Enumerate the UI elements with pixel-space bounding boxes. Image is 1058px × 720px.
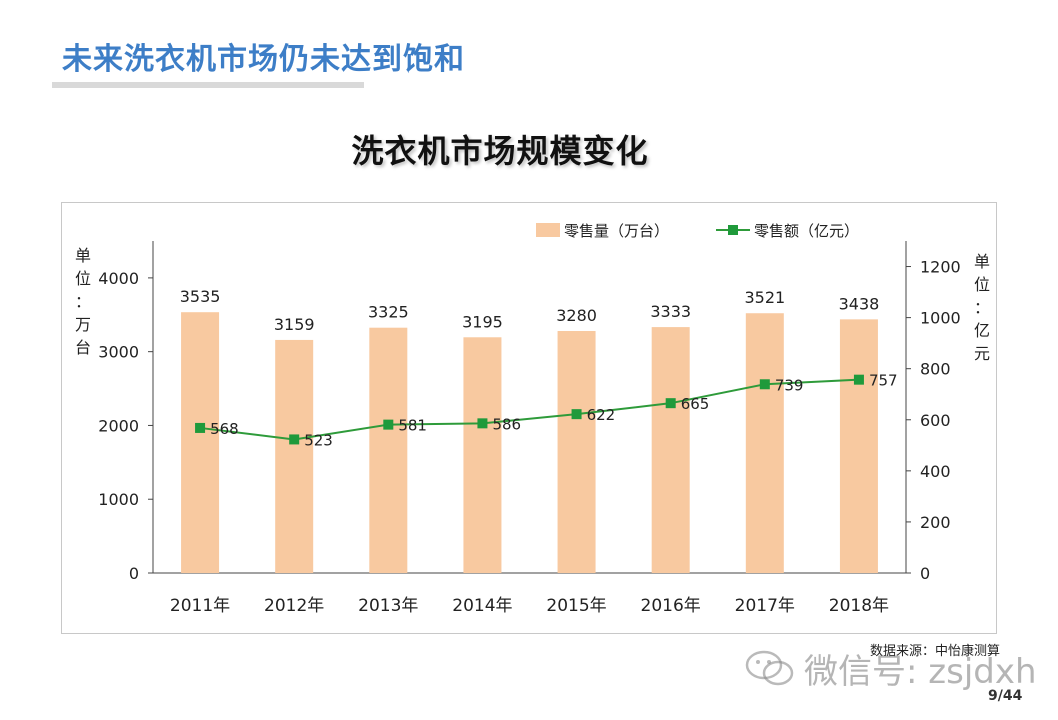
line-point-marker (759, 379, 770, 390)
bar-value-label: 3195 (462, 312, 503, 331)
legend-line-marker (728, 225, 738, 235)
line-point-marker (477, 418, 488, 429)
bar (181, 312, 220, 573)
left-axis-label-char: ： (75, 292, 91, 311)
x-tick-label: 2016年 (641, 596, 701, 616)
line-value-label: 665 (681, 395, 710, 413)
bar (745, 313, 784, 573)
watermark: 微信号: zsjdxh (744, 646, 1037, 692)
left-tick-label: 2000 (98, 416, 139, 435)
data-source-note: 数据来源：中怡康测算 (870, 644, 1001, 659)
right-tick-label: 800 (920, 360, 951, 379)
bar (369, 327, 408, 573)
x-tick-label: 2013年 (358, 596, 418, 616)
bar (275, 339, 314, 573)
right-tick-label: 600 (920, 411, 951, 430)
right-axis-label-char: 单 (974, 252, 990, 271)
left-axis-label-char: 万 (75, 315, 91, 334)
bar-value-label: 3159 (274, 315, 315, 334)
x-tick-label: 2015年 (546, 596, 606, 616)
page-number: 9/44 (988, 688, 1023, 704)
line-value-label: 581 (398, 417, 427, 435)
line-point-marker (571, 409, 582, 420)
title-underline (52, 82, 364, 88)
left-axis-label-char: 台 (75, 338, 91, 357)
bar (651, 327, 690, 573)
line-series-path (199, 378, 859, 441)
bar-value-label: 3535 (180, 287, 221, 306)
line-point-marker (289, 434, 300, 445)
x-tick-label: 2014年 (452, 596, 512, 616)
wechat-logo-icon (745, 650, 794, 686)
chart-frame: 0 1000 2000 3000 4000 0 200 400 600 800 1000 1200 单位… (61, 202, 997, 634)
x-tick-label: 2012年 (264, 596, 324, 616)
legend-line-label: 零售额（亿元） (754, 222, 859, 240)
right-axis-label-char: 位 (974, 275, 990, 294)
bar-value-label: 3438 (839, 294, 880, 313)
line-value-label: 622 (587, 406, 616, 424)
legend-bar-swatch (536, 223, 560, 237)
right-tick-label: 1200 (920, 258, 961, 277)
x-tick-label: 2011年 (170, 596, 230, 616)
bar (557, 331, 596, 573)
right-tick-label: 0 (920, 564, 930, 583)
legend-bar-label: 零售量（万台） (564, 222, 669, 240)
slide-title: 未来洗衣机市场仍未达到饱和 (62, 42, 465, 77)
left-tick-label: 1000 (98, 490, 139, 509)
line-point-marker (853, 374, 864, 385)
right-tick-label: 400 (920, 462, 951, 481)
line-point-marker (195, 422, 206, 433)
chart-title: 洗衣机市场规模变化 (351, 132, 649, 170)
right-axis-label-char: 亿 (974, 321, 990, 340)
line-value-label: 523 (304, 431, 333, 449)
left-axis-label-char: 单 (75, 246, 91, 265)
left-tick-label: 4000 (98, 269, 139, 288)
line-point-marker (383, 419, 394, 430)
right-tick-label: 1000 (920, 309, 961, 328)
bar (463, 337, 502, 573)
x-tick-label: 2018年 (829, 596, 889, 616)
line-value-label: 586 (492, 415, 521, 433)
bar (839, 319, 878, 573)
left-axis-label-char: 位 (75, 269, 91, 288)
bar-value-label: 3521 (744, 288, 785, 307)
right-tick-label: 200 (920, 513, 951, 532)
line-point-marker (665, 398, 676, 409)
x-tick-label: 2017年 (735, 596, 795, 616)
market-size-chart: 01000200030004000020040060080010001200单位… (75, 222, 990, 616)
watermark-text: 微信号: zsjdxh (804, 651, 1037, 692)
line-value-label: 757 (869, 372, 898, 390)
left-tick-label: 3000 (98, 343, 139, 362)
right-axis-label-char: ： (974, 298, 990, 317)
bar-value-label: 3280 (556, 306, 597, 325)
bar-value-label: 3325 (368, 303, 409, 322)
line-value-label: 739 (775, 376, 804, 394)
right-axis-label-char: 元 (974, 344, 990, 363)
left-tick-label: 0 (129, 564, 139, 583)
bar-value-label: 3333 (650, 302, 691, 321)
line-value-label: 568 (210, 420, 239, 438)
